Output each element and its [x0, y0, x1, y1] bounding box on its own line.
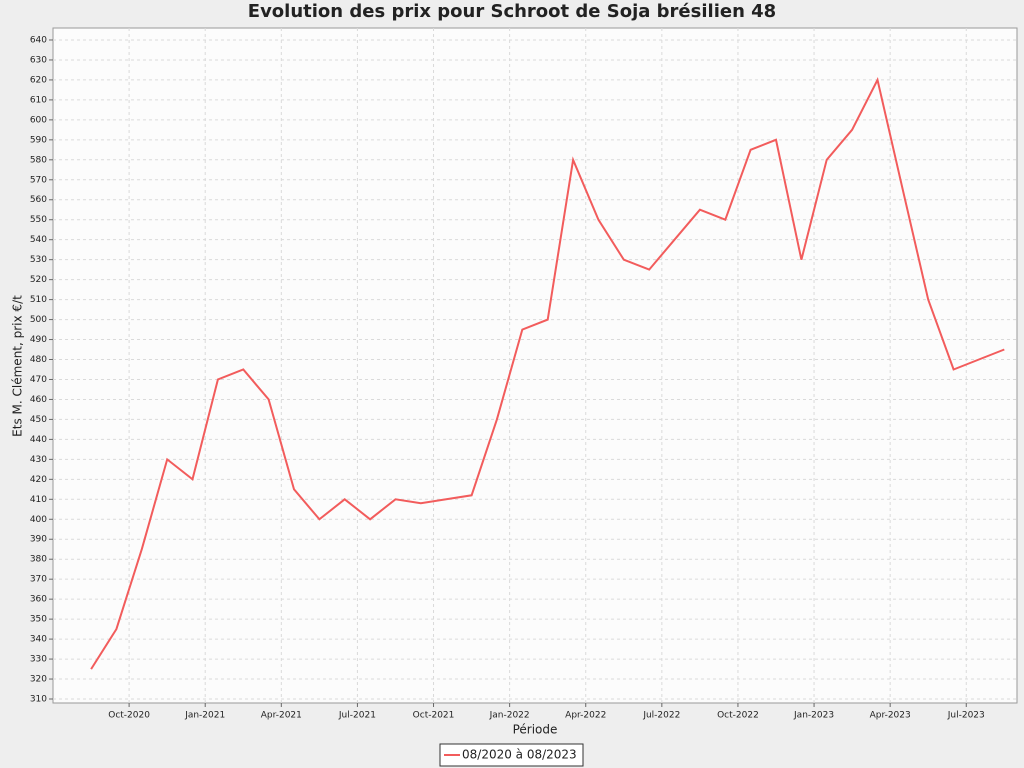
x-tick-label: Apr-2023	[870, 711, 911, 721]
x-tick-label: Oct-2022	[717, 711, 759, 721]
y-tick-label: 620	[30, 75, 47, 85]
y-tick-label: 530	[30, 255, 47, 265]
y-tick-label: 610	[30, 95, 47, 105]
y-tick-label: 400	[30, 515, 47, 525]
y-tick-label: 420	[30, 475, 47, 485]
x-tick-label: Jul-2021	[338, 711, 376, 721]
y-tick-label: 340	[30, 635, 47, 645]
y-tick-label: 600	[30, 115, 47, 125]
x-tick-label: Apr-2021	[261, 711, 302, 721]
y-tick-label: 640	[30, 35, 47, 45]
x-tick-label: Jan-2023	[793, 711, 834, 721]
y-tick-label: 500	[30, 315, 47, 325]
x-axis-label: Période	[513, 723, 558, 737]
y-tick-label: 570	[30, 175, 47, 185]
y-tick-label: 590	[30, 135, 47, 145]
x-tick-label: Jan-2021	[184, 711, 225, 721]
data-line	[90, 76, 1005, 670]
y-tick-label: 470	[30, 375, 47, 385]
y-tick-label: 360	[30, 595, 47, 605]
y-tick-label: 550	[30, 215, 47, 225]
y-tick-label: 510	[30, 295, 47, 305]
y-tick-label: 580	[30, 155, 47, 165]
y-tick-label: 320	[30, 675, 47, 685]
y-tick-label: 540	[30, 235, 47, 245]
y-tick-label: 430	[30, 455, 47, 465]
y-tick-label: 490	[30, 335, 47, 345]
x-tick-label: Jan-2022	[489, 711, 530, 721]
y-tick-label: 630	[30, 55, 47, 65]
chart-title: Evolution des prix pour Schroot de Soja …	[248, 1, 776, 22]
y-tick-label: 390	[30, 535, 47, 545]
y-tick-label: 440	[30, 435, 47, 445]
legend-label: 08/2020 à 08/2023	[462, 748, 577, 762]
y-tick-label: 310	[30, 695, 47, 705]
x-tick-label: Oct-2020	[108, 711, 150, 721]
y-tick-label: 410	[30, 495, 47, 505]
y-tick-label: 450	[30, 415, 47, 425]
y-tick-label: 350	[30, 615, 47, 625]
y-tick-label: 330	[30, 655, 47, 665]
x-tick-label: Jul-2023	[947, 711, 985, 721]
y-tick-label: 560	[30, 195, 47, 205]
y-tick-label: 380	[30, 555, 47, 565]
y-tick-label: 480	[30, 355, 47, 365]
x-tick-label: Oct-2021	[413, 711, 455, 721]
y-tick-label: 460	[30, 395, 47, 405]
y-axis-label: Ets M. Clément, prix €/t	[11, 295, 25, 437]
y-tick-label: 370	[30, 575, 47, 585]
x-tick-label: Jul-2022	[642, 711, 680, 721]
plot-area	[52, 27, 1018, 704]
x-tick-label: Apr-2022	[565, 711, 606, 721]
y-tick-label: 520	[30, 275, 47, 285]
legend	[439, 743, 584, 767]
